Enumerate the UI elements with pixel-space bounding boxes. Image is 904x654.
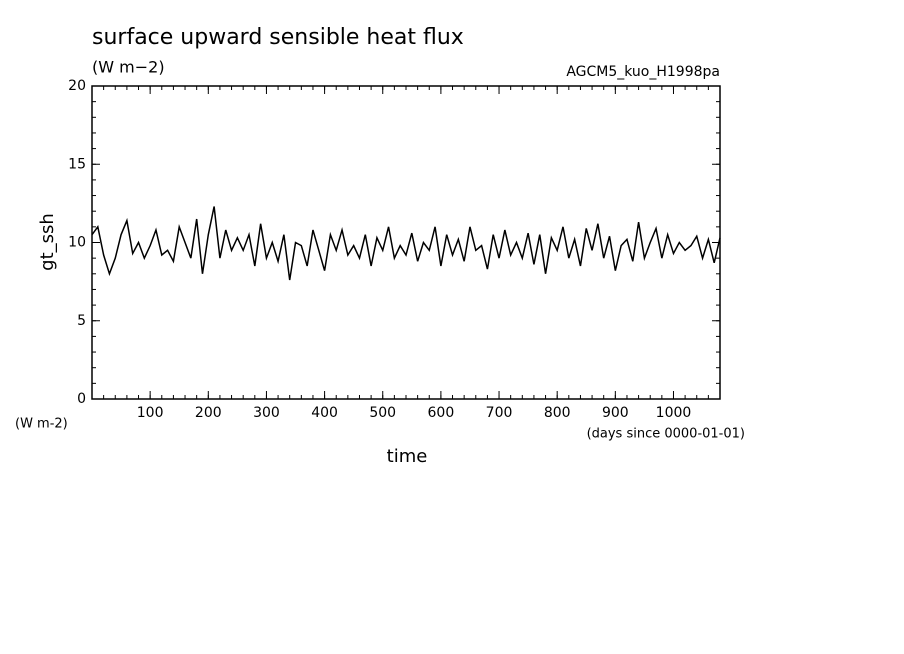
x-tick-label: 700 <box>486 405 513 421</box>
y-tick-label: 0 <box>77 391 86 407</box>
x-tick-label: 200 <box>195 405 222 421</box>
y-tick-label: 20 <box>68 78 86 94</box>
y-unit: (W m-2) <box>15 417 68 432</box>
x-tick-label: 500 <box>369 405 396 421</box>
x-tick-label: 600 <box>428 405 455 421</box>
x-axis-label: time <box>387 446 428 467</box>
data-line <box>91 206 721 281</box>
y-tick-label: 5 <box>77 313 86 329</box>
x-unit: (days since 0000-01-01) <box>587 427 745 442</box>
annotation: AGCM5_kuo_H1998pa <box>566 64 720 80</box>
x-tick-label: 100 <box>137 405 164 421</box>
x-tick-label: 1000 <box>656 405 692 421</box>
x-tick-label: 800 <box>544 405 571 421</box>
subtitle: (W m−2) <box>92 58 165 77</box>
x-tick-label: 300 <box>253 405 280 421</box>
y-tick-label: 15 <box>68 156 86 172</box>
y-tick-label: 10 <box>68 235 86 251</box>
chart-title: surface upward sensible heat flux <box>92 25 464 50</box>
y-axis-label: gt_ssh <box>37 213 58 271</box>
x-tick-label: 900 <box>602 405 629 421</box>
x-tick-label: 400 <box>311 405 338 421</box>
plot-frame <box>91 85 721 400</box>
